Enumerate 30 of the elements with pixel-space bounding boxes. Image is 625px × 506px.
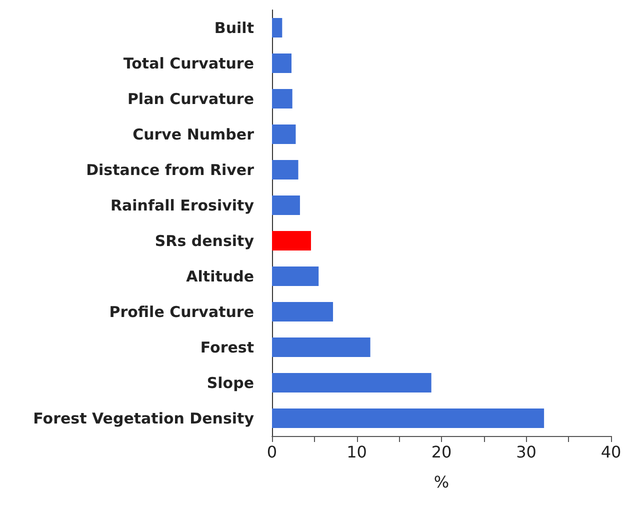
y-tick-label: Plan Curvature xyxy=(127,90,254,108)
bar xyxy=(272,195,300,216)
y-tick-label: Distance from River xyxy=(86,160,255,179)
bar xyxy=(272,372,432,393)
bar xyxy=(272,88,292,109)
y-tick-label: Forest xyxy=(200,338,254,356)
y-tick-label: Curve Number xyxy=(132,125,255,144)
x-tick-label: 40 xyxy=(600,442,622,462)
y-tick-label: Total Curvature xyxy=(123,54,254,72)
y-tick-label: Forest Vegetation Density xyxy=(33,409,254,428)
bar xyxy=(272,337,370,358)
bar xyxy=(272,18,282,38)
bar xyxy=(272,124,296,144)
y-tick-label: Altitude xyxy=(186,267,254,286)
x-tick-label: 10 xyxy=(346,442,367,462)
y-tick-label: SRs density xyxy=(154,232,254,250)
y-tick-label: Slope xyxy=(206,374,254,392)
bar xyxy=(272,230,311,251)
y-tick-label: Profile Curvature xyxy=(109,302,254,321)
bar xyxy=(272,53,292,74)
x-tick-label: 0 xyxy=(266,442,278,462)
x-tick-label: 20 xyxy=(431,442,452,462)
y-tick-label: Rainfall Erosivity xyxy=(110,196,254,214)
bar xyxy=(272,408,544,428)
x-axis-title: % xyxy=(434,472,450,492)
bar xyxy=(272,160,298,180)
x-tick-label: 30 xyxy=(516,442,536,462)
bar xyxy=(272,302,334,322)
bar xyxy=(272,266,319,286)
y-tick-label: Built xyxy=(214,18,254,37)
